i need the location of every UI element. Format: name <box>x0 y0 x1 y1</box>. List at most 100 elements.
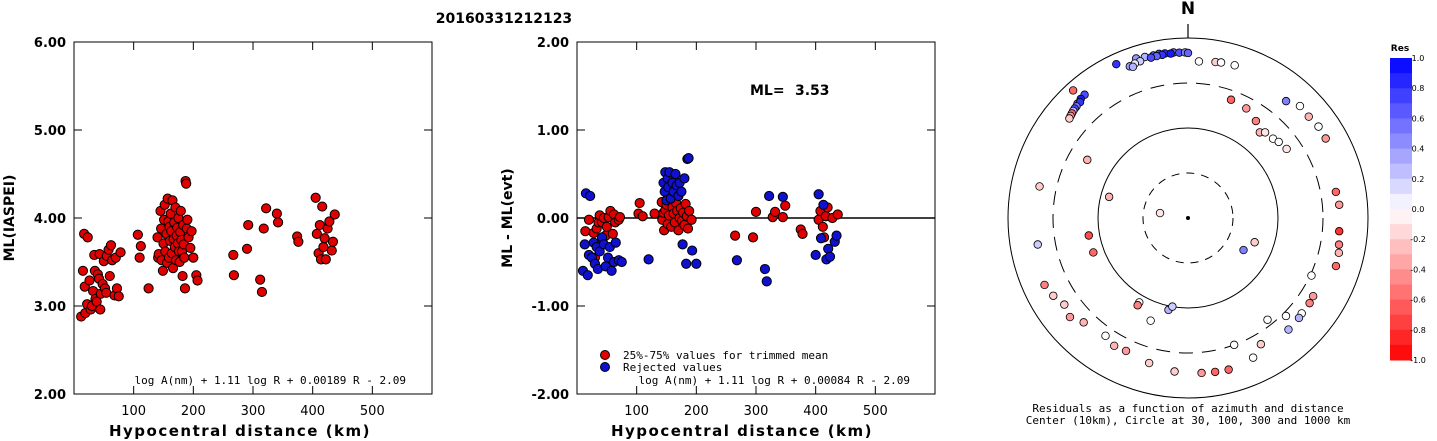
y-tick-label: -1.00 <box>532 300 569 315</box>
data-point <box>832 209 843 220</box>
caption-line-2: Center (10km), Circle at 30, 100, 300 an… <box>1026 414 1351 427</box>
data-point <box>261 203 272 214</box>
station-point <box>1040 280 1049 290</box>
station-point <box>1256 340 1266 349</box>
data-point <box>818 199 829 210</box>
colorbar-segment <box>1390 299 1412 316</box>
y-tick-label: 1.00 <box>537 124 569 139</box>
station-point <box>1183 48 1193 58</box>
station-point <box>1155 208 1165 218</box>
x-tick-label: 200 <box>181 404 206 419</box>
station-point <box>1250 238 1259 247</box>
station-point <box>1035 182 1044 191</box>
data-point <box>329 209 340 220</box>
colorbar-segment <box>1390 209 1412 225</box>
colorbar-tick-label: 0.0 <box>1412 205 1425 214</box>
colorbar-tick-label: -1.0 <box>1410 356 1426 365</box>
data-point <box>824 251 836 262</box>
colorbar-tick-label: -0.4 <box>1410 265 1426 274</box>
station-point <box>1216 58 1226 67</box>
data-point <box>750 206 762 217</box>
station-point <box>1331 187 1341 197</box>
data-point <box>132 229 143 240</box>
data-point <box>831 230 842 241</box>
station-point <box>1210 367 1220 377</box>
data-point <box>104 270 115 282</box>
data-point <box>686 214 697 225</box>
station-point <box>1065 114 1074 123</box>
data-point <box>691 258 702 269</box>
legend-marker-trimmed <box>600 350 610 360</box>
data-point <box>186 226 197 237</box>
data-point <box>643 254 654 265</box>
formula: log A(nm) + 1.11 log R + 0.00189 R - 2.0… <box>134 374 406 387</box>
data-point <box>115 247 126 258</box>
data-point <box>780 200 791 211</box>
data-point <box>317 201 328 212</box>
station-point <box>1305 298 1314 308</box>
data-point <box>681 258 692 269</box>
data-point <box>614 212 626 223</box>
colorbar-tick-label: 0.2 <box>1412 175 1425 184</box>
data-point <box>175 205 186 217</box>
colorbar-tick-label: 0.6 <box>1412 114 1425 123</box>
legend-label-trimmed: 25%-75% values for trimmed mean <box>623 349 828 362</box>
station-point <box>1294 313 1304 323</box>
data-point <box>293 236 304 247</box>
station-point <box>1224 365 1233 374</box>
station-point <box>1101 331 1110 341</box>
data-point <box>188 252 199 263</box>
station-point <box>1334 240 1344 249</box>
station-point <box>1049 291 1058 300</box>
y-tick-label: 2.00 <box>34 388 66 403</box>
ml-label: ML= <box>750 83 785 99</box>
y-tick-label: 5.00 <box>34 124 66 139</box>
station-point <box>1282 144 1291 154</box>
colorbar-tick-label: 0.8 <box>1412 84 1425 93</box>
colorbar-segment <box>1390 103 1412 119</box>
data-point <box>637 211 648 222</box>
data-point <box>182 214 193 225</box>
data-point <box>143 283 154 294</box>
y-tick-label: 0.00 <box>537 212 569 227</box>
data-point <box>582 270 593 281</box>
station-point <box>1308 292 1318 301</box>
north-label: N <box>1181 0 1195 19</box>
station-point <box>1260 128 1270 137</box>
y-axis-label: ML - ML(evt) <box>500 168 516 267</box>
ring-30km <box>1142 172 1234 264</box>
station-point <box>1104 192 1114 202</box>
data-point <box>228 270 240 281</box>
data-point <box>759 263 771 275</box>
station-point <box>1144 358 1154 368</box>
data-point <box>764 190 775 202</box>
station-point <box>1084 231 1093 240</box>
data-point <box>649 208 660 219</box>
colorbar-tick-label: -0.6 <box>1410 296 1426 305</box>
azimuth-plot: N Residuals as a function of azimuth and… <box>1007 0 1369 427</box>
station-point <box>1168 302 1177 311</box>
y-tick-label: 2.00 <box>537 36 569 51</box>
station-point <box>1128 62 1138 71</box>
data-point <box>192 275 203 286</box>
station-point <box>1335 227 1344 236</box>
station-point <box>1089 248 1098 257</box>
station-point <box>1321 134 1330 143</box>
data-point <box>319 233 330 244</box>
station-point <box>1065 312 1075 322</box>
station-point <box>1307 271 1316 280</box>
residual-plot: -2.00 -1.00 0.00 1.00 2.00 100 200 300 400 500 M… <box>500 36 936 440</box>
data-point <box>185 242 196 254</box>
x-axis-label: Hypocentral distance (km) <box>109 422 371 440</box>
data-point <box>326 245 337 256</box>
data-point <box>616 256 627 268</box>
data-point <box>258 223 269 234</box>
data-point <box>77 265 89 276</box>
station-point <box>1079 318 1088 327</box>
station-point <box>1194 57 1204 66</box>
x-tick-label: 100 <box>121 404 146 419</box>
colorbar-segment <box>1390 344 1412 361</box>
colorbar-tick-label: -0.8 <box>1410 326 1426 335</box>
data-point <box>813 189 824 200</box>
